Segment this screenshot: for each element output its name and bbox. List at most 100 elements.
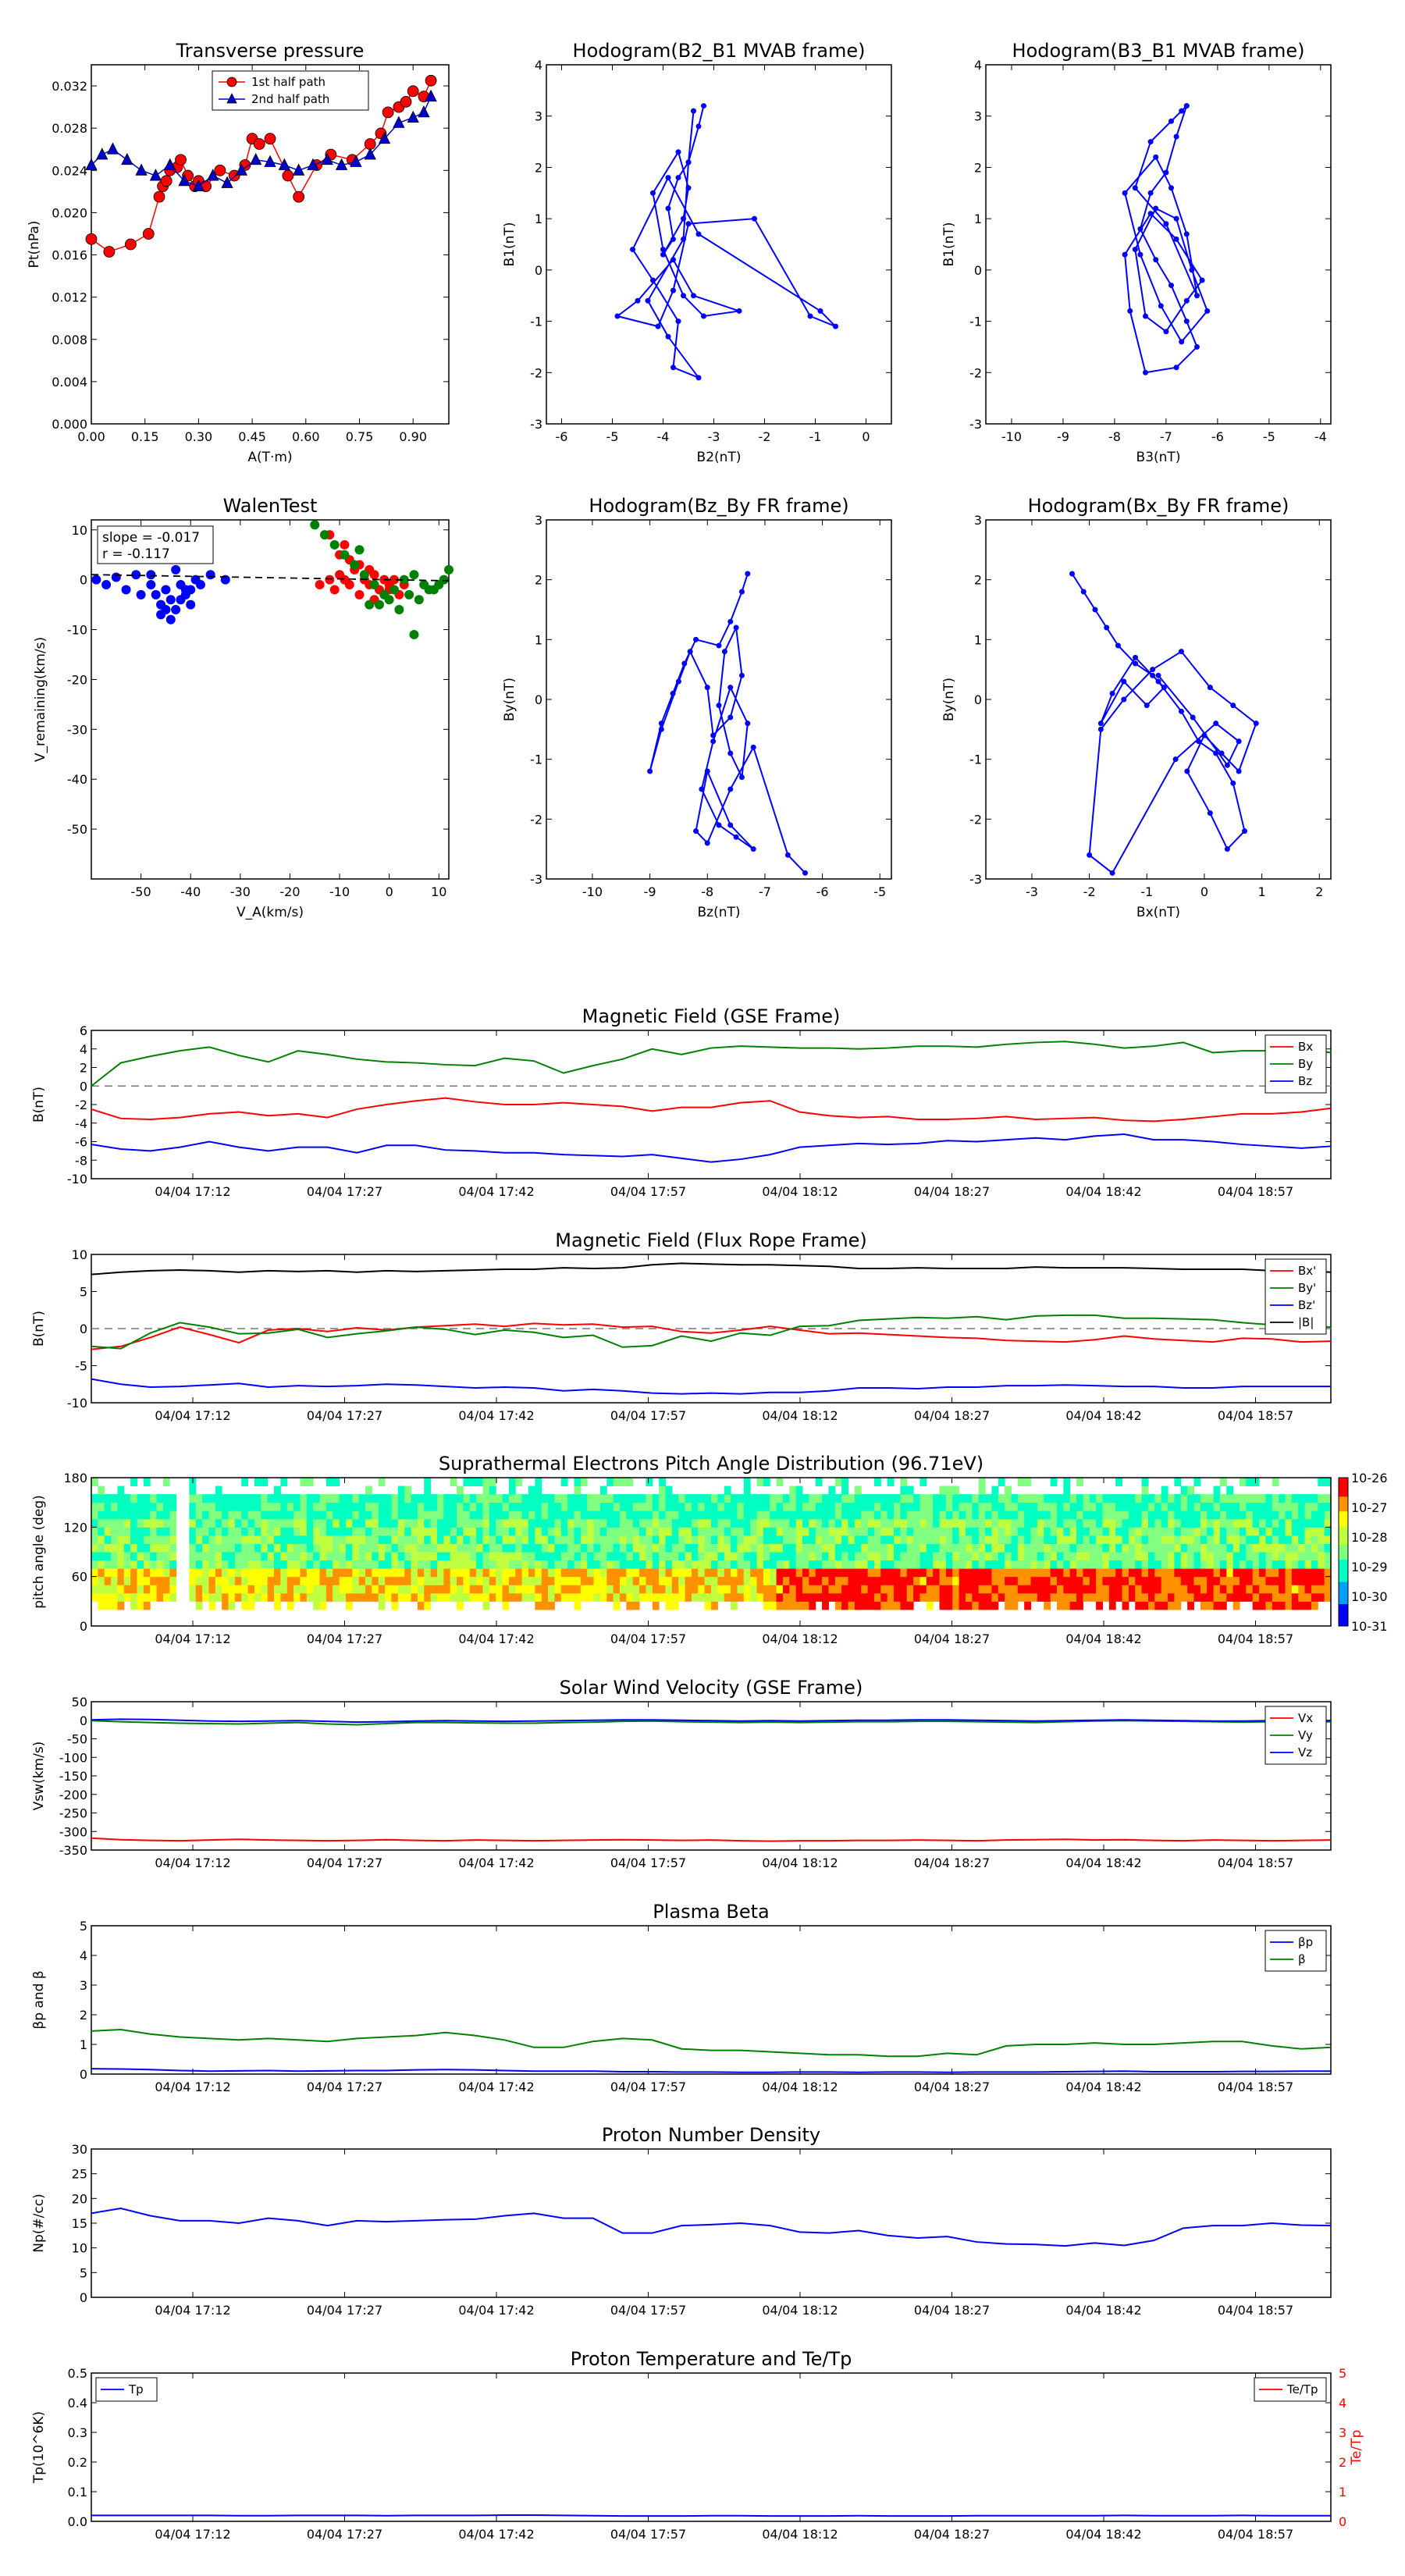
heatmap-cell xyxy=(1161,1485,1168,1495)
heatmap-cell xyxy=(1311,1494,1318,1503)
heatmap-cell xyxy=(300,1510,308,1520)
heatmap-cell xyxy=(894,1585,901,1594)
heatmap-cell xyxy=(1187,1502,1194,1511)
x-tick-label: 04/04 17:57 xyxy=(610,1631,686,1646)
y-tick-label: 0.2 xyxy=(68,2455,87,2470)
heatmap-cell xyxy=(333,1494,340,1503)
heatmap-cell xyxy=(1154,1527,1162,1536)
x-tick-label: -3 xyxy=(1026,884,1038,899)
heatmap-cell xyxy=(1213,1510,1221,1520)
y-tick-label: 0.5 xyxy=(68,2366,87,2381)
heatmap-cell xyxy=(358,1527,366,1536)
heatmap-cell xyxy=(1168,1494,1175,1503)
heatmap-cell xyxy=(867,1535,875,1544)
heatmap-cell xyxy=(1259,1552,1266,1561)
heatmap-cell xyxy=(1154,1560,1162,1569)
heatmap-cell xyxy=(280,1552,288,1561)
heatmap-cell xyxy=(443,1543,451,1553)
hodogram-point xyxy=(658,720,664,727)
heatmap-cell xyxy=(737,1535,745,1544)
heatmap-cell xyxy=(587,1568,595,1578)
heatmap-cell xyxy=(1219,1601,1227,1610)
heatmap-cell xyxy=(1213,1585,1221,1594)
heatmap-cell xyxy=(457,1585,464,1594)
heatmap-cell xyxy=(1135,1576,1143,1585)
heatmap-cell xyxy=(939,1510,947,1520)
heatmap-cell xyxy=(91,1502,98,1511)
heatmap-cell xyxy=(913,1568,920,1578)
heatmap-cell xyxy=(156,1502,164,1511)
heatmap-cell xyxy=(795,1543,803,1553)
y-tick-label: -10 xyxy=(67,1172,87,1187)
heatmap-cell xyxy=(861,1518,869,1528)
heatmap-cell xyxy=(469,1552,477,1561)
heatmap-cell xyxy=(489,1510,496,1520)
heatmap-cell xyxy=(789,1568,797,1578)
heatmap-cell xyxy=(417,1535,425,1544)
heatmap-cell xyxy=(632,1494,640,1503)
heatmap-cell xyxy=(1069,1502,1077,1511)
heatmap-cell xyxy=(848,1494,855,1503)
colorbar-cell xyxy=(1339,1500,1348,1504)
heatmap-cell xyxy=(678,1494,686,1503)
heatmap-cell xyxy=(763,1576,770,1585)
heatmap-cell xyxy=(254,1592,261,1602)
colorbar-cell xyxy=(1339,1567,1348,1571)
x-axis-label: B3(nT) xyxy=(1136,450,1181,465)
heatmap-cell xyxy=(1011,1576,1019,1585)
heatmap-cell xyxy=(1024,1576,1032,1585)
heatmap-cell xyxy=(659,1576,666,1585)
heatmap-cell xyxy=(848,1552,855,1561)
heatmap-cell xyxy=(228,1592,236,1602)
heatmap-cell xyxy=(1011,1543,1019,1553)
heatmap-cell xyxy=(770,1560,777,1569)
heatmap-cell xyxy=(1024,1510,1032,1520)
heatmap-cell xyxy=(137,1568,144,1578)
y-tick-label: 180 xyxy=(63,1471,87,1485)
heatmap-cell xyxy=(215,1592,222,1602)
heatmap-cell xyxy=(841,1592,849,1602)
heatmap-cell xyxy=(659,1485,666,1495)
heatmap-cell xyxy=(1246,1527,1254,1536)
colorbar-cell xyxy=(1339,1599,1348,1604)
heatmap-cell xyxy=(743,1478,751,1487)
heatmap-cell xyxy=(195,1601,203,1610)
heatmap-cell xyxy=(150,1568,158,1578)
heatmap-cell xyxy=(704,1510,712,1520)
heatmap-cell xyxy=(234,1560,242,1569)
heatmap-cell xyxy=(691,1568,699,1578)
heatmap-cell xyxy=(665,1543,673,1553)
heatmap-cell xyxy=(482,1478,490,1487)
heatmap-cell xyxy=(926,1527,934,1536)
heatmap-cell xyxy=(1063,1568,1071,1578)
heatmap-cell xyxy=(1285,1510,1293,1520)
heatmap-cell xyxy=(919,1543,927,1553)
heatmap-cell xyxy=(1024,1478,1032,1487)
heatmap-cell xyxy=(123,1585,131,1594)
heatmap-cell xyxy=(593,1552,601,1561)
hodogram-point xyxy=(727,714,734,720)
heatmap-cell xyxy=(834,1494,842,1503)
y-axis-label: By(nT) xyxy=(941,678,957,721)
heatmap-cell xyxy=(1180,1592,1188,1602)
heatmap-cell xyxy=(345,1518,353,1528)
heatmap-cell xyxy=(743,1535,751,1544)
heatmap-cell xyxy=(854,1543,862,1553)
heatmap-cell xyxy=(541,1601,549,1610)
heatmap-cell xyxy=(156,1592,164,1602)
heatmap-cell xyxy=(894,1510,901,1520)
heatmap-cell xyxy=(1128,1535,1136,1544)
colorbar-cell xyxy=(1339,1552,1348,1557)
heatmap-cell xyxy=(1213,1601,1221,1610)
heatmap-cell xyxy=(1174,1552,1182,1561)
heatmap-cell xyxy=(939,1585,947,1594)
heatmap-cell xyxy=(815,1494,823,1503)
y-tick-label: 4 xyxy=(535,58,542,73)
heatmap-cell xyxy=(639,1552,646,1561)
heatmap-cell xyxy=(698,1527,706,1536)
heatmap-cell xyxy=(1115,1478,1123,1487)
heatmap-cell xyxy=(162,1502,170,1511)
heatmap-cell xyxy=(685,1560,692,1569)
heatmap-cell xyxy=(945,1568,953,1578)
legend-label: Bz xyxy=(1298,1074,1312,1088)
